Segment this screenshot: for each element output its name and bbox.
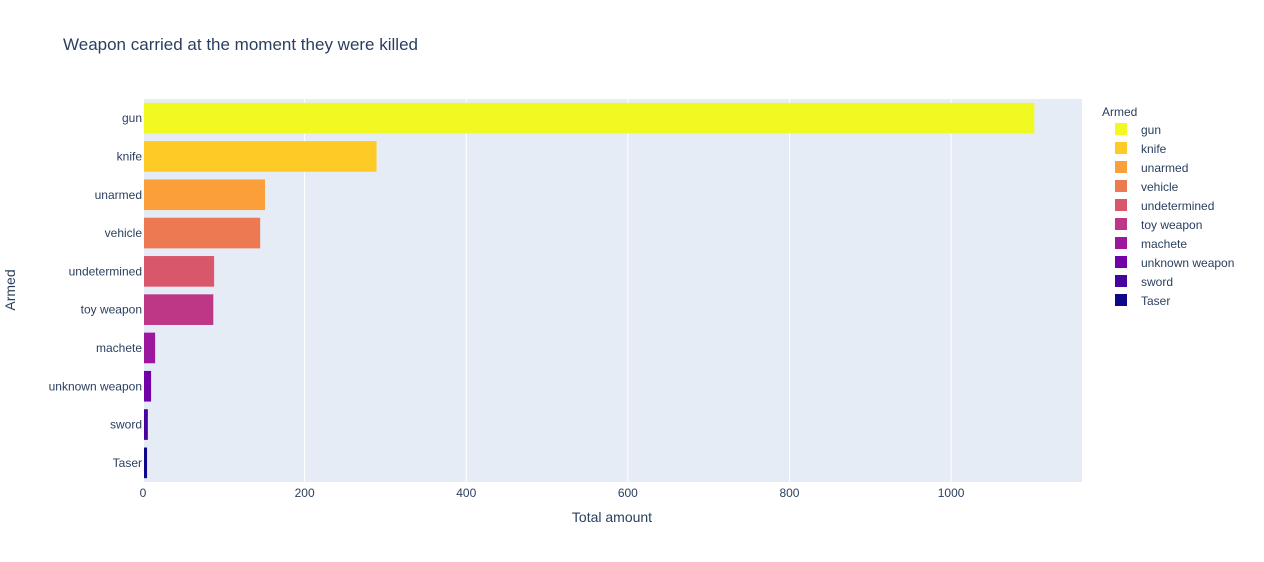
bar-unarmed[interactable] — [143, 179, 266, 211]
legend-swatch — [1115, 142, 1127, 154]
legend-swatch — [1115, 294, 1127, 306]
legend-swatch — [1115, 275, 1127, 287]
legend-label: machete — [1141, 237, 1187, 251]
legend-label: undetermined — [1141, 199, 1214, 213]
legend-item-vehicle[interactable]: vehicle — [1115, 180, 1179, 194]
legend-swatch — [1115, 161, 1127, 173]
legend-swatch — [1115, 218, 1127, 230]
legend-label: unknown weapon — [1141, 256, 1234, 270]
legend-item-knife[interactable]: knife — [1115, 142, 1167, 156]
y-tick-label: sword — [110, 418, 142, 432]
y-tick-label: machete — [96, 341, 142, 355]
y-tick-label: toy weapon — [81, 303, 142, 317]
y-tick-label: vehicle — [105, 226, 143, 240]
legend-item-unknown-weapon[interactable]: unknown weapon — [1115, 256, 1234, 270]
x-tick-label: 400 — [456, 486, 476, 500]
legend-swatch — [1115, 123, 1127, 135]
y-axis-label: Armed — [2, 269, 18, 310]
y-tick-label: gun — [122, 111, 142, 125]
bar-sword[interactable] — [143, 409, 148, 440]
legend-item-taser[interactable]: Taser — [1115, 294, 1170, 308]
legend: Armed gun knife unarmed vehicle undetermined… — [1102, 105, 1234, 308]
plot-area: 0 200 400 600 800 1000 gun knife unarmed vehicle u… — [49, 99, 1082, 500]
legend-label: toy weapon — [1141, 218, 1202, 232]
legend-item-unarmed[interactable]: unarmed — [1115, 161, 1188, 175]
legend-item-machete[interactable]: machete — [1115, 237, 1187, 251]
legend-swatch — [1115, 199, 1127, 211]
legend-item-gun[interactable]: gun — [1115, 123, 1161, 137]
legend-label: vehicle — [1141, 180, 1179, 194]
x-axis-label: Total amount — [572, 509, 652, 525]
legend-label: unarmed — [1141, 161, 1188, 175]
y-tick-label: undetermined — [69, 264, 142, 278]
y-tick-label: Taser — [113, 456, 142, 470]
legend-label: gun — [1141, 123, 1161, 137]
bar-toy-weapon[interactable] — [143, 294, 214, 325]
bar-machete[interactable] — [143, 332, 156, 364]
bar-vehicle[interactable] — [143, 217, 261, 249]
bar-knife[interactable] — [143, 141, 377, 172]
bar-undetermined[interactable] — [143, 256, 215, 287]
legend-swatch — [1115, 237, 1127, 249]
x-tick-label: 0 — [140, 486, 147, 500]
y-tick-label: unknown weapon — [49, 379, 142, 393]
legend-item-undetermined[interactable]: undetermined — [1115, 199, 1214, 213]
y-tick-label: unarmed — [95, 188, 142, 202]
legend-item-sword[interactable]: sword — [1115, 275, 1173, 289]
x-tick-label: 200 — [295, 486, 315, 500]
legend-item-toy-weapon[interactable]: toy weapon — [1115, 218, 1202, 232]
x-tick-label: 800 — [779, 486, 799, 500]
bar-taser[interactable] — [143, 447, 148, 479]
legend-label: knife — [1141, 142, 1167, 156]
legend-title: Armed — [1102, 105, 1137, 119]
chart-title: Weapon carried at the moment they were k… — [63, 35, 418, 54]
legend-swatch — [1115, 180, 1127, 192]
legend-label: sword — [1141, 275, 1173, 289]
y-tick-label: knife — [117, 149, 143, 163]
bar-gun[interactable] — [143, 102, 1035, 134]
x-tick-label: 1000 — [938, 486, 965, 500]
legend-label: Taser — [1141, 294, 1170, 308]
x-tick-label: 600 — [618, 486, 638, 500]
legend-swatch — [1115, 256, 1127, 268]
bar-unknown-weapon[interactable] — [143, 370, 152, 402]
